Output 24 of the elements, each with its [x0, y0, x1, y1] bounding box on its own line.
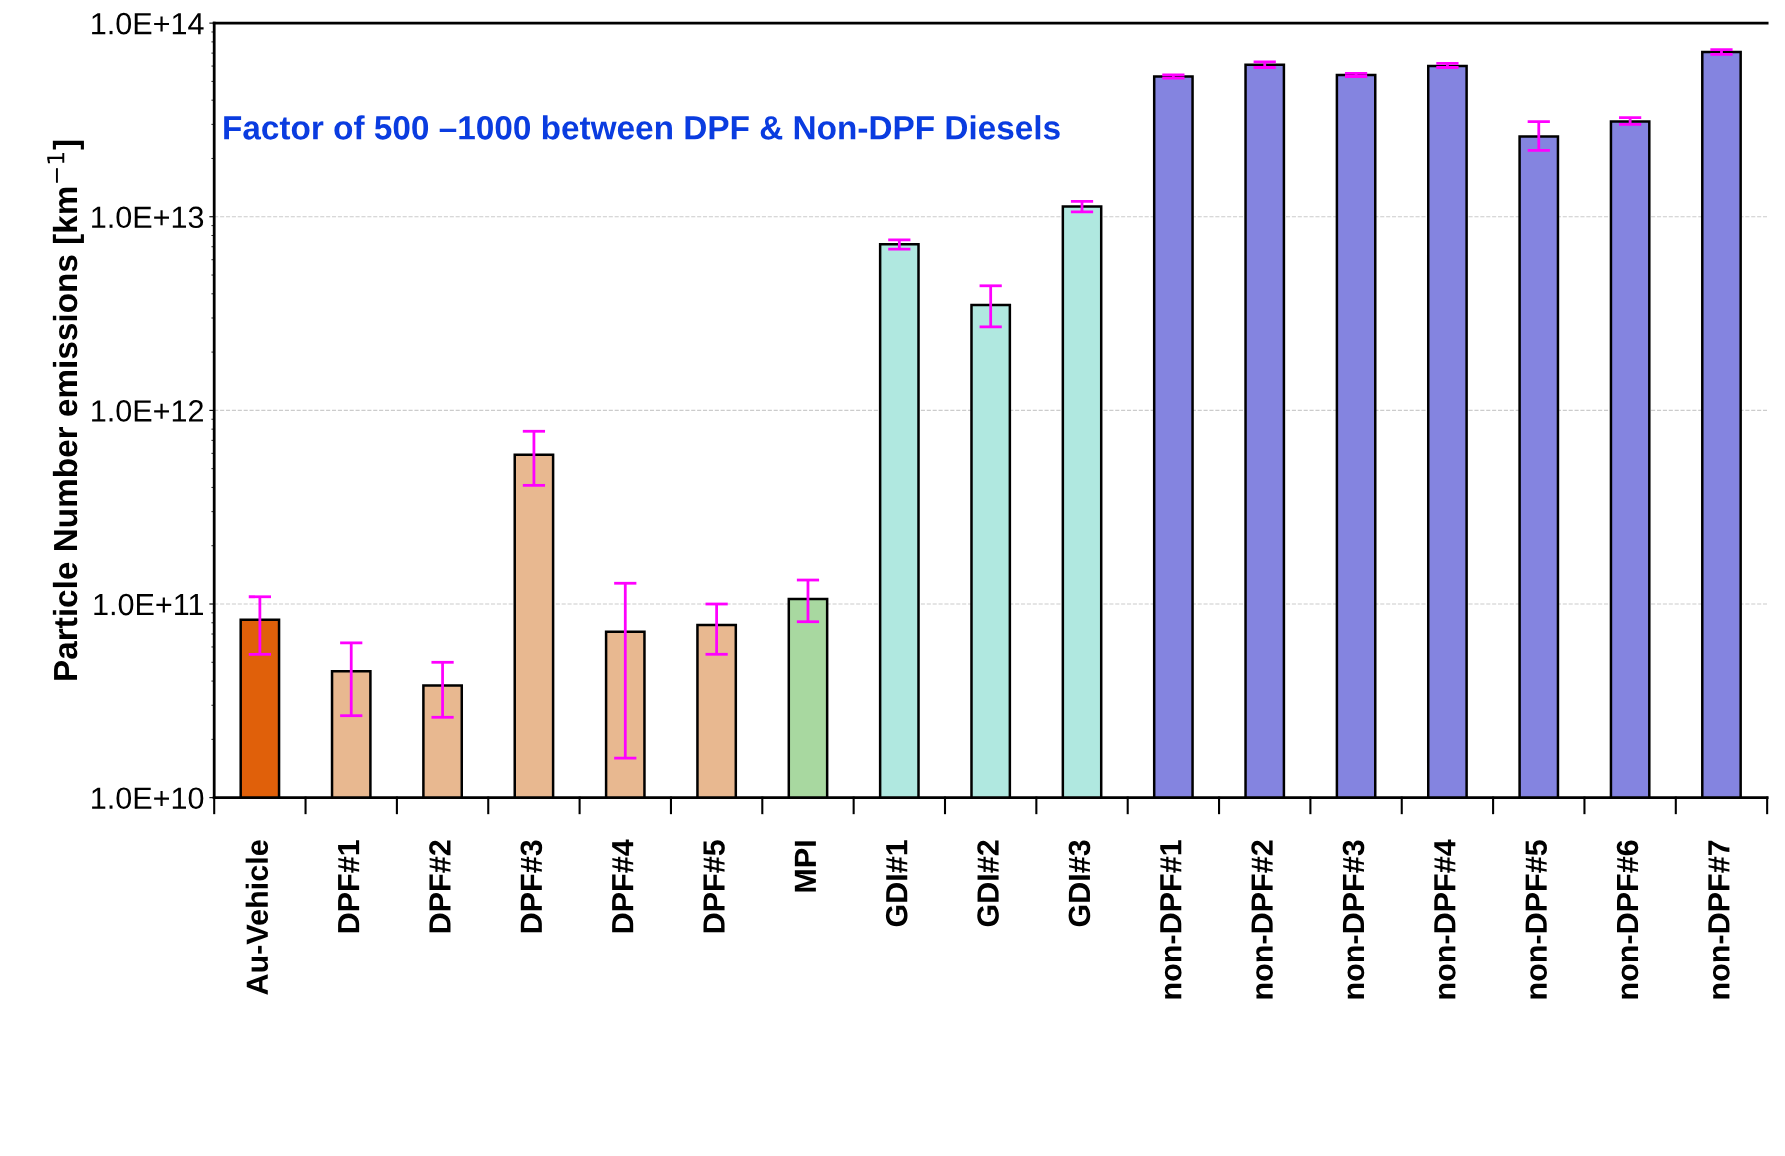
- y-tick-label: 1.0E+13: [92, 206, 204, 229]
- y-tick-label: 1.0E+11: [94, 593, 203, 616]
- y-tick-label: 1.0E+10: [92, 787, 204, 810]
- x-tick-label: DPF#1: [338, 840, 360, 933]
- x-tick-label: DPF#3: [520, 840, 543, 933]
- x-tick-label: GDI#2: [977, 840, 999, 927]
- x-tick-label: DPF#4: [612, 839, 634, 933]
- x-tick-label: non-DPF#1: [1160, 840, 1182, 999]
- x-tick-label: non-DPF#6: [1616, 840, 1639, 999]
- x-tick-label: DPF#5: [703, 840, 725, 933]
- x-tick-label: GDI#1: [885, 840, 908, 927]
- x-tick-label: non-DPF#4: [1434, 839, 1456, 999]
- x-tick-label: MPI: [794, 841, 816, 892]
- x-tick-label: GDI#3: [1068, 840, 1091, 927]
- y-tick-label: 1.0E+12: [92, 400, 203, 422]
- x-tick-label: non-DPF#5: [1525, 840, 1547, 999]
- x-tick-label: non-DPF#3: [1342, 840, 1365, 999]
- y-tick-label: 1.0E+14: [92, 12, 204, 35]
- y-axis-title: Particle Number emissions [km$^{−1}$]: [47, 140, 84, 680]
- annotation: Factor of 500 –1000 between DPF & Non-DPF Diesels: [224, 115, 1060, 140]
- x-tick-label: non-DPF#7: [1708, 840, 1730, 999]
- x-tick-label: non-DPF#2: [1251, 840, 1273, 999]
- x-tick-label: DPF#2: [429, 840, 451, 933]
- x-tick-label: Au-Vehicle: [245, 840, 269, 995]
